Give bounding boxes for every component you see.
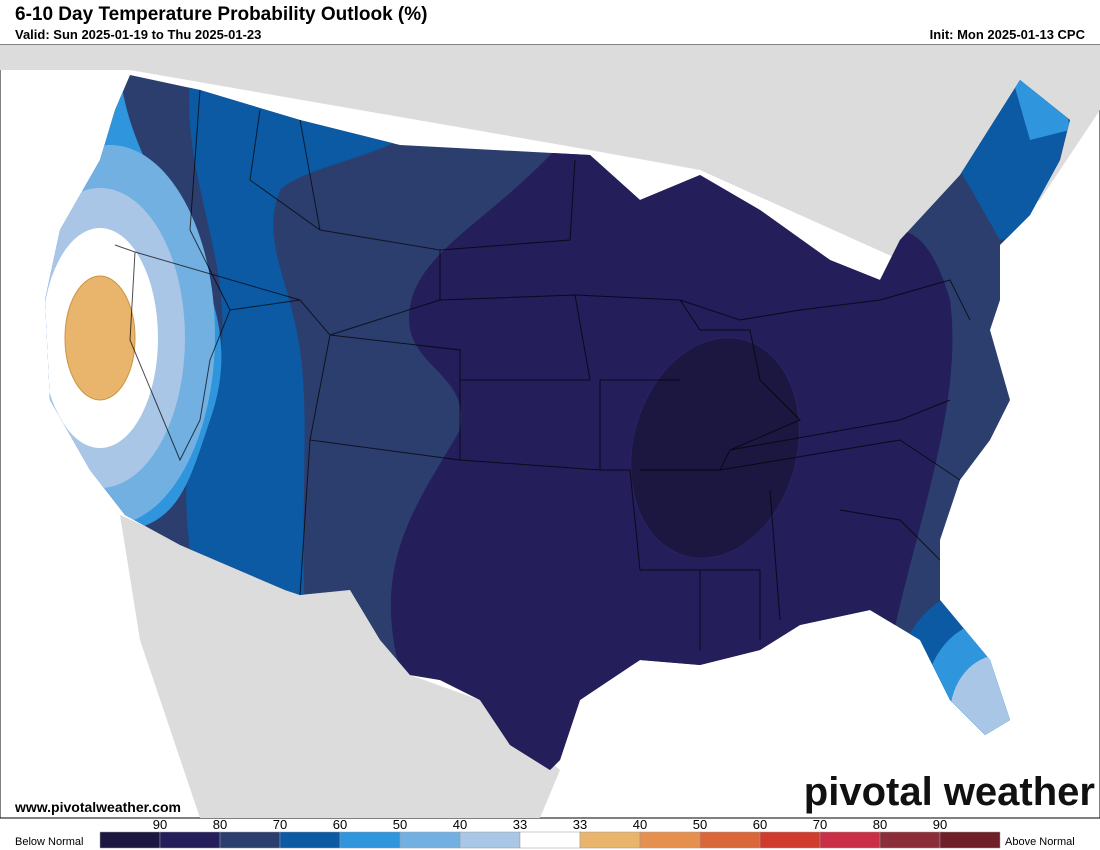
legend-tick-label: 70: [813, 817, 827, 832]
legend-tick-label: 60: [333, 817, 347, 832]
legend-swatch: [399, 831, 461, 849]
shade-90: [630, 337, 800, 559]
title: 6-10 Day Temperature Probability Outlook…: [15, 4, 427, 25]
legend-tick-label: 33: [573, 817, 587, 832]
canada-land: [0, 45, 1100, 260]
legend: Below Normal Above Normal 90 80 70 60 50 40 33…: [15, 817, 1075, 849]
state-lines: [114, 89, 971, 650]
legend-swatch: [879, 831, 941, 849]
legend-below-label: Below Normal: [15, 836, 83, 848]
legend-swatch: [279, 831, 341, 849]
legend-tick-label: 40: [633, 817, 647, 832]
legend-swatch: [459, 831, 521, 849]
legend-swatch: [579, 831, 641, 849]
init-time: Init: Mon 2025-01-13 CPC: [930, 27, 1086, 42]
legend-above-label: Above Normal: [1005, 836, 1075, 848]
legend-tick-label: 90: [933, 817, 947, 832]
legend-swatch: [699, 831, 761, 849]
legend-tick-label: 50: [693, 817, 707, 832]
legend-tick-label: 70: [273, 817, 287, 832]
legend-tick-label: 50: [393, 817, 407, 832]
legend-swatch: [339, 831, 401, 849]
legend-swatch: [759, 831, 821, 849]
legend-tick-label: 80: [873, 817, 887, 832]
logo: pivotal weather: [804, 770, 1095, 814]
legend-tick-label: 40: [453, 817, 467, 832]
mexico-land: [120, 515, 560, 818]
legend-tick-label: 33: [513, 817, 527, 832]
shade-60: [186, 80, 400, 610]
legend-tick-label: 90: [153, 817, 167, 832]
legend-swatch: [639, 831, 701, 849]
website: www.pivotalweather.com: [14, 799, 181, 815]
legend-swatch: [99, 831, 161, 849]
legend-swatch: [939, 831, 1001, 849]
legend-tick-label: 80: [213, 817, 227, 832]
legend-swatch: [519, 831, 581, 849]
map: www.pivotalweather.com pivotal weather: [0, 44, 1100, 819]
valid-time: Valid: Sun 2025-01-19 to Thu 2025-01-23: [15, 27, 261, 42]
legend-tick-label: 60: [753, 817, 767, 832]
legend-swatch: [159, 831, 221, 849]
legend-swatch: [219, 831, 281, 849]
legend-swatch: [819, 831, 881, 849]
shade-above-40: [64, 275, 136, 401]
